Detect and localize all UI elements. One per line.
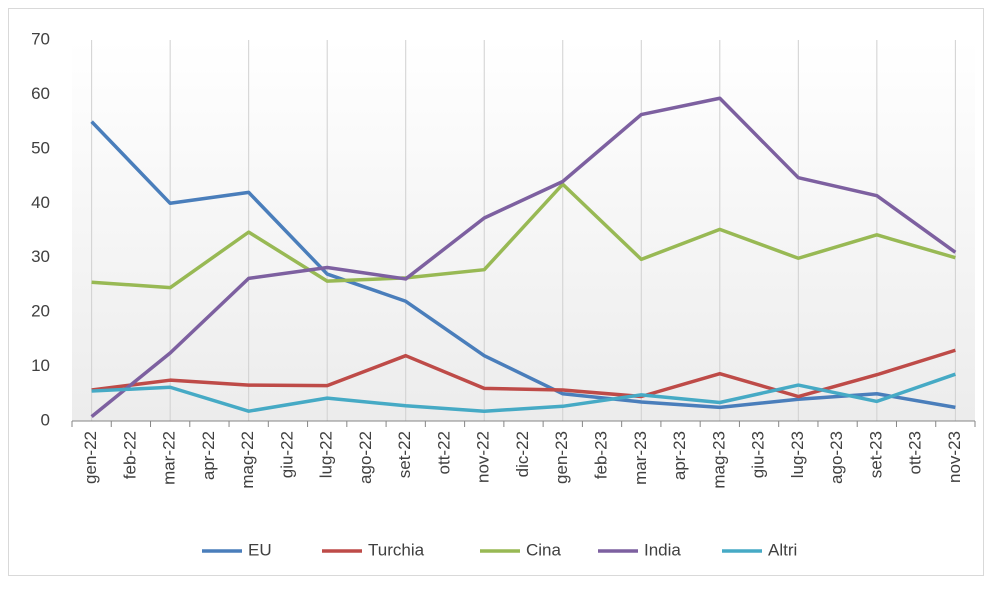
y-tick-label: 30 [31, 247, 50, 266]
x-tick-label: giu-22 [277, 431, 296, 478]
series-line [90, 120, 956, 410]
x-tick-label: set-23 [866, 431, 885, 478]
y-tick-label: 60 [31, 84, 50, 103]
x-tick-label: feb-22 [120, 431, 139, 479]
x-tick-label: giu-23 [749, 431, 768, 478]
y-tick-label: 50 [31, 138, 50, 157]
x-tick-label: dic-22 [513, 431, 532, 477]
x-tick-label: ott-22 [434, 431, 453, 474]
x-tick-label: gen-22 [81, 431, 100, 484]
x-tick-label: ago-23 [827, 431, 846, 484]
x-tick-label: ago-22 [356, 431, 375, 484]
x-tick-label: lug-22 [317, 431, 336, 478]
plot-area [72, 40, 975, 421]
x-tick-label: mar-22 [160, 431, 179, 485]
y-tick-label: 10 [31, 356, 50, 375]
legend-label: Turchia [368, 540, 425, 559]
x-tick-label: mar-23 [631, 431, 650, 485]
y-tick-label: 0 [41, 410, 50, 429]
y-tick-label: 70 [31, 29, 50, 48]
y-tick-label: 40 [31, 193, 50, 212]
x-tick-label: mag-22 [238, 431, 257, 489]
series-line [91, 182, 956, 290]
x-tick-label: mag-23 [709, 431, 728, 489]
x-tick-label: apr-22 [199, 431, 218, 480]
x-tick-label: nov-22 [474, 431, 493, 483]
x-tick-label: set-22 [395, 431, 414, 478]
x-tick-label: nov-23 [945, 431, 964, 483]
legend-label: EU [248, 540, 272, 559]
x-tick-label: apr-23 [670, 431, 689, 480]
series-line [90, 96, 957, 419]
x-tick-label: feb-23 [592, 431, 611, 479]
series-line [91, 348, 956, 399]
x-tick-label: gen-23 [552, 431, 571, 484]
y-tick-label: 20 [31, 302, 50, 321]
legend-label: Cina [526, 540, 562, 559]
legend-label: India [644, 540, 681, 559]
series-line [91, 372, 956, 413]
legend-label: Altri [768, 540, 797, 559]
x-tick-label: ott-23 [906, 431, 925, 474]
x-tick-label: lug-23 [788, 431, 807, 478]
